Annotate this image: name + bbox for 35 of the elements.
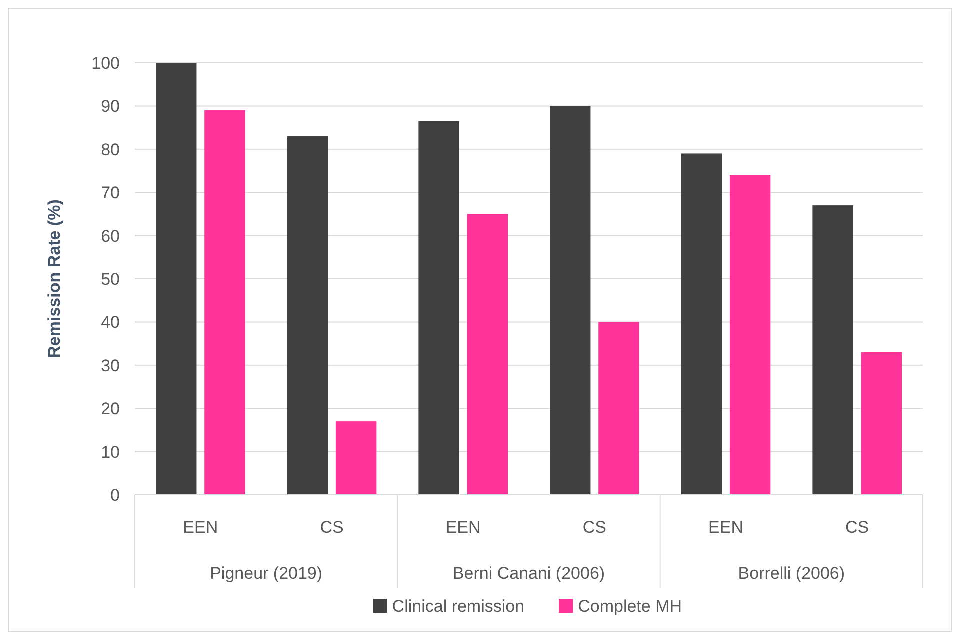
y-tick-label: 30 (101, 356, 120, 376)
x-tick-label: EEN (708, 518, 744, 537)
bar (730, 175, 771, 495)
bar (861, 352, 902, 495)
x-tick-label: CS (582, 518, 606, 537)
bar (204, 110, 246, 495)
bar (418, 121, 460, 495)
x-tick-label: CS (846, 518, 870, 537)
x-tick-label: EEN (183, 518, 218, 537)
bar (156, 63, 197, 495)
legend-label: Complete MH (578, 596, 682, 616)
y-tick-label: 50 (101, 270, 120, 289)
y-axis-title: Remission Rate (%) (45, 200, 64, 358)
bar (598, 322, 640, 495)
bar (550, 106, 591, 495)
y-tick-label: 60 (101, 226, 120, 246)
bar (287, 136, 328, 495)
text: Pigneur (2019) (210, 564, 323, 583)
bar (812, 206, 854, 495)
y-tick-label: 10 (101, 442, 120, 462)
y-tick-label: 20 (101, 400, 120, 419)
y-tick-label: 90 (101, 97, 120, 116)
x-tick-label: CS (320, 518, 344, 537)
legend-label: Clinical remission (392, 596, 525, 616)
x-tick-label: EEN (446, 518, 481, 537)
y-tick-label: 100 (92, 54, 120, 73)
y-tick-label: 70 (101, 184, 120, 203)
y-tick-label: 80 (101, 140, 120, 160)
y-tick-label: 0 (110, 486, 120, 505)
bar (336, 422, 377, 495)
y-tick-label: 40 (101, 313, 120, 332)
text: Berni Canani (2006) (452, 564, 606, 583)
bar (467, 214, 508, 495)
text: Borrelli (2006) (738, 564, 846, 583)
bar (681, 154, 722, 495)
